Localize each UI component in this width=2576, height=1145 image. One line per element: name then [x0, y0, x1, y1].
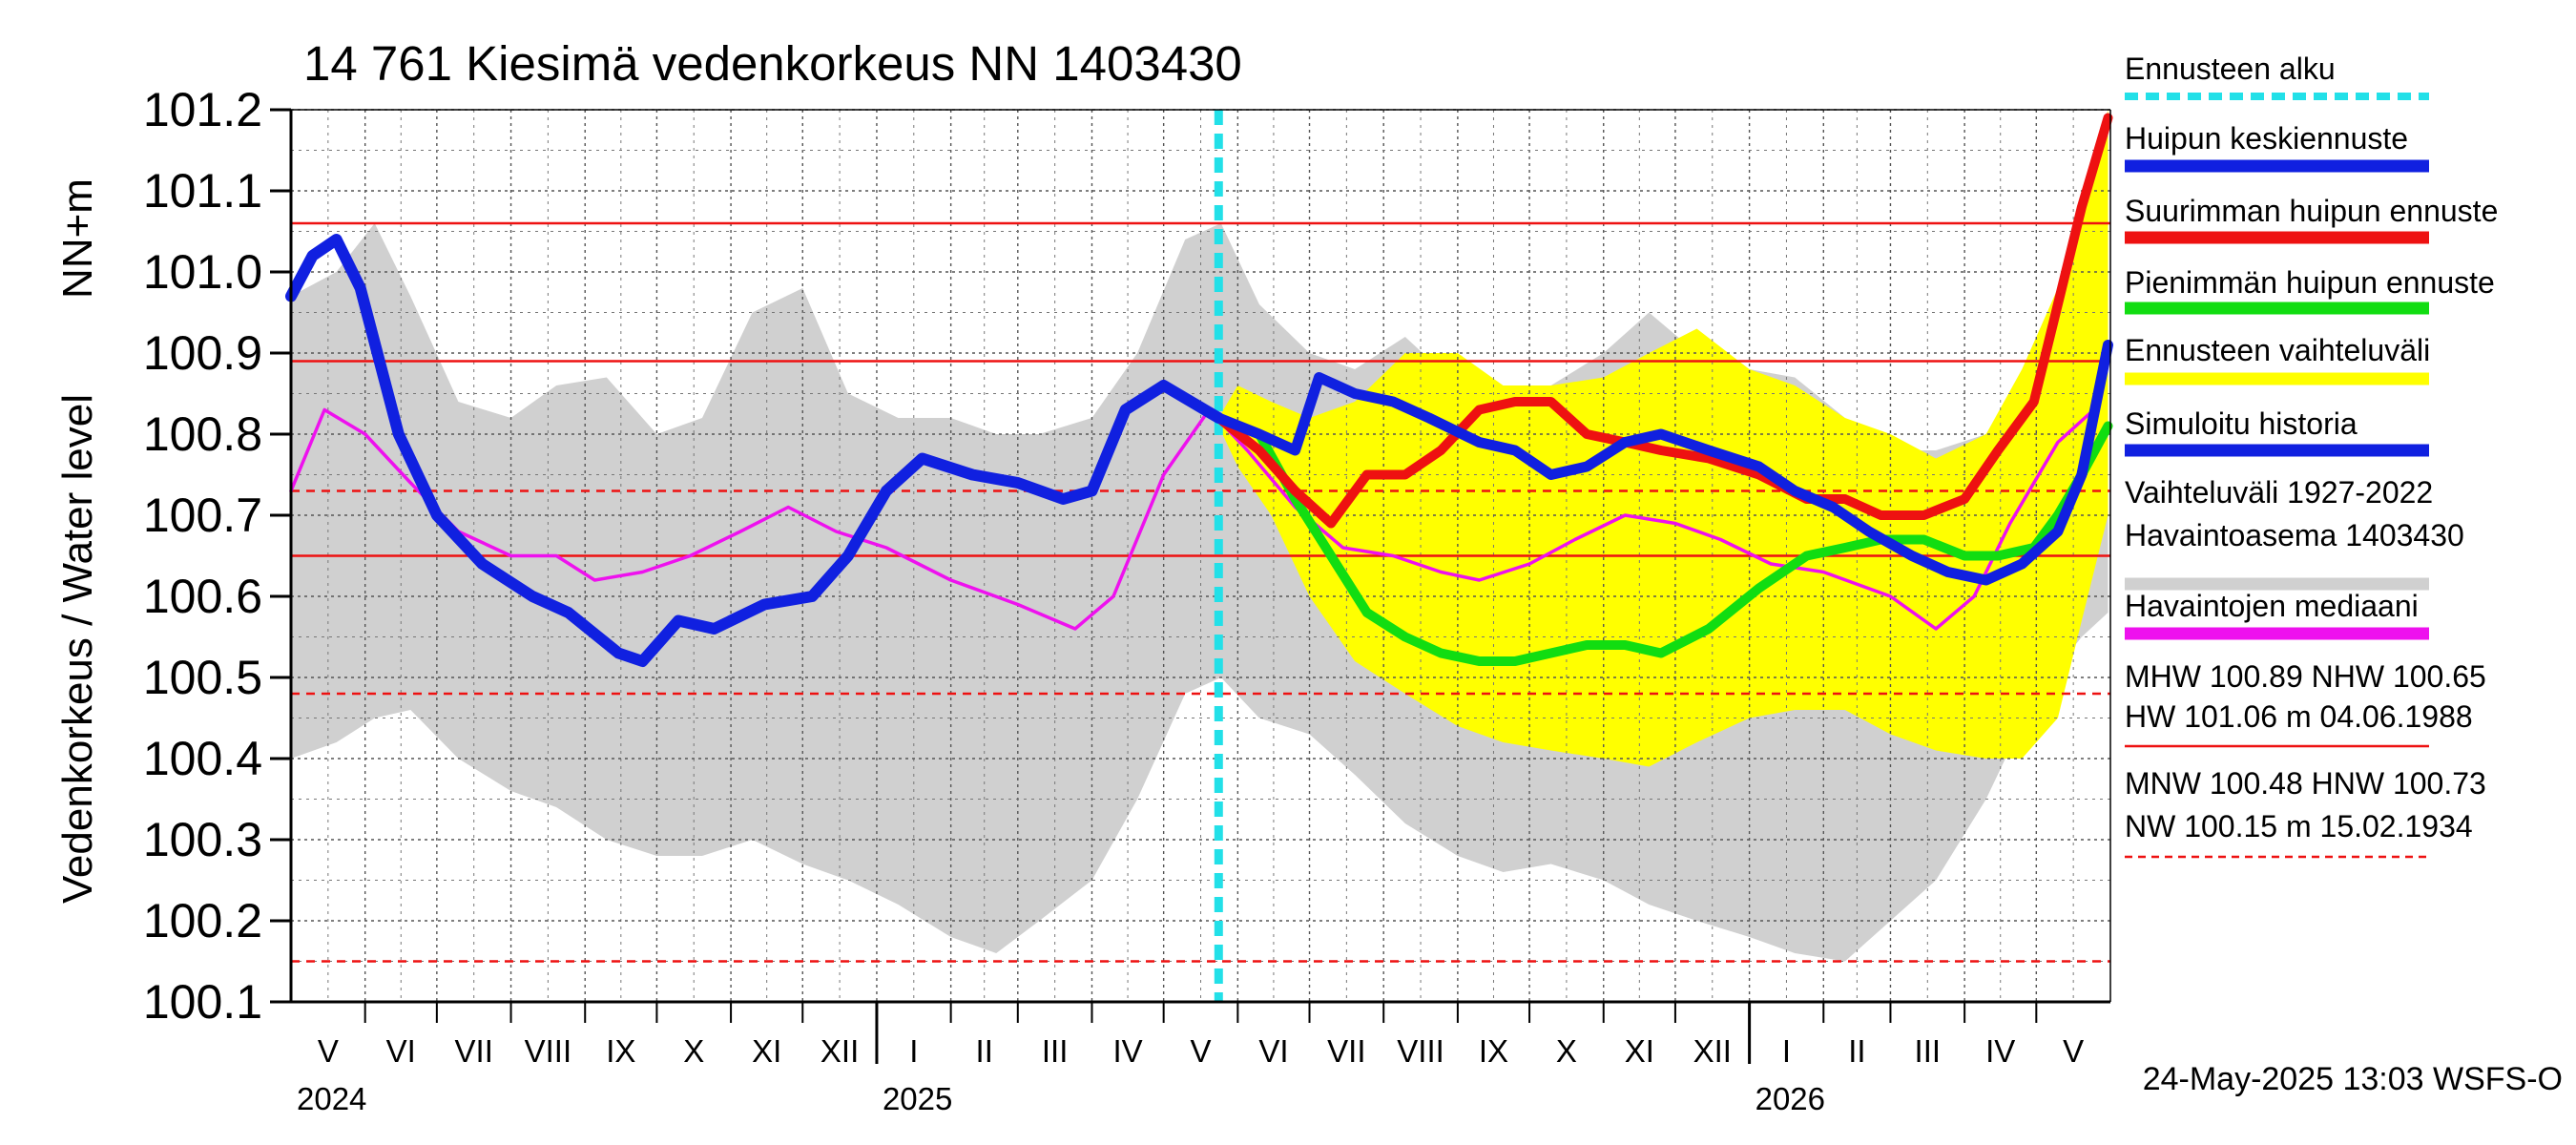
mean-forecast-line [1213, 340, 2113, 586]
month-label: XII [1693, 1033, 1732, 1069]
month-label: I [909, 1033, 918, 1069]
chart-title: 14 761 Kiesimä vedenkorkeus NN 1403430 [303, 36, 1242, 91]
series-lines [285, 110, 2113, 1002]
month-label: X [1556, 1033, 1577, 1069]
month-label: III [1915, 1033, 1942, 1069]
y-tick-label: 100.3 [143, 813, 262, 866]
axes: 100.1 100.2 100.3 100.4 100.5 100.6 100.7 100.8… [143, 83, 2111, 1116]
legend-label: Havaintojen mediaani [2125, 589, 2419, 623]
max-forecast-line [1214, 113, 2113, 529]
month-label: XI [1625, 1033, 1654, 1069]
y-axis-unit: NN+m [54, 178, 101, 299]
month-label: IX [1479, 1033, 1508, 1069]
month-label: IV [1985, 1033, 2015, 1069]
year-label: 2025 [883, 1081, 952, 1116]
legend-label-secondary: Havaintoasema 1403430 [2125, 518, 2464, 552]
y-tick-label: 100.5 [143, 651, 262, 704]
legend-label: Ennusteen vaihteluväli [2125, 333, 2430, 367]
month-label: XII [821, 1033, 859, 1069]
month-label: VI [386, 1033, 416, 1069]
y-tick-label: 101.0 [143, 245, 262, 299]
month-label: V [318, 1033, 339, 1069]
y-tick-label: 101.1 [143, 164, 262, 218]
y-tick-label: 100.2 [143, 894, 262, 947]
simulated-history-line [285, 234, 1225, 667]
month-label: VII [1327, 1033, 1365, 1069]
month-label: XI [752, 1033, 781, 1069]
month-label: II [976, 1033, 993, 1069]
legend-label-secondary: HW 101.06 m 04.06.1988 [2125, 699, 2473, 734]
grid-lines [291, 109, 2110, 1003]
y-tick-label: 100.7 [143, 489, 262, 542]
month-label: IX [606, 1033, 635, 1069]
y-tick-label: 100.6 [143, 570, 262, 623]
month-label: VIII [1397, 1033, 1444, 1069]
y-tick-label: 101.2 [143, 83, 262, 136]
legend-label: Pienimmän huipun ennuste [2125, 265, 2495, 300]
legend-label: MHW 100.89 NHW 100.65 [2125, 659, 2486, 694]
y-tick-label: 100.4 [143, 732, 262, 785]
y-tick-label: 100.9 [143, 326, 262, 380]
legend-label: MNW 100.48 HNW 100.73 [2125, 766, 2486, 801]
month-label: VIII [525, 1033, 572, 1069]
legend-label: Huipun keskiennuste [2125, 121, 2408, 156]
year-label: 2026 [1755, 1081, 1825, 1116]
legend-label-secondary: NW 100.15 m 15.02.1934 [2125, 809, 2473, 843]
y-tick-label: 100.1 [143, 975, 262, 1029]
legend-label: Simuloitu historia [2125, 406, 2358, 441]
month-label: II [1848, 1033, 1865, 1069]
month-label: I [1782, 1033, 1791, 1069]
month-label: IV [1112, 1033, 1142, 1069]
month-label: VI [1258, 1033, 1288, 1069]
month-label: V [2063, 1033, 2084, 1069]
y-axis-label: Vedenkorkeus / Water level [54, 394, 101, 904]
legend-label: Suurimman huipun ennuste [2125, 194, 2498, 228]
year-label: 2024 [297, 1081, 366, 1116]
month-label: VII [455, 1033, 493, 1069]
legend-label: Ennusteen alku [2125, 52, 2336, 86]
month-label: X [683, 1033, 704, 1069]
month-label: III [1042, 1033, 1069, 1069]
footer-timestamp: 24-May-2025 13:03 WSFS-O [2143, 1061, 2563, 1097]
min-forecast-line [1214, 413, 2113, 666]
legend-label: Vaihteluväli 1927-2022 [2125, 475, 2433, 510]
y-tick-label: 100.8 [143, 407, 262, 461]
month-label: V [1190, 1033, 1211, 1069]
legend: Ennusteen alku Huipun keskiennuste Suurimm… [2125, 52, 2498, 859]
